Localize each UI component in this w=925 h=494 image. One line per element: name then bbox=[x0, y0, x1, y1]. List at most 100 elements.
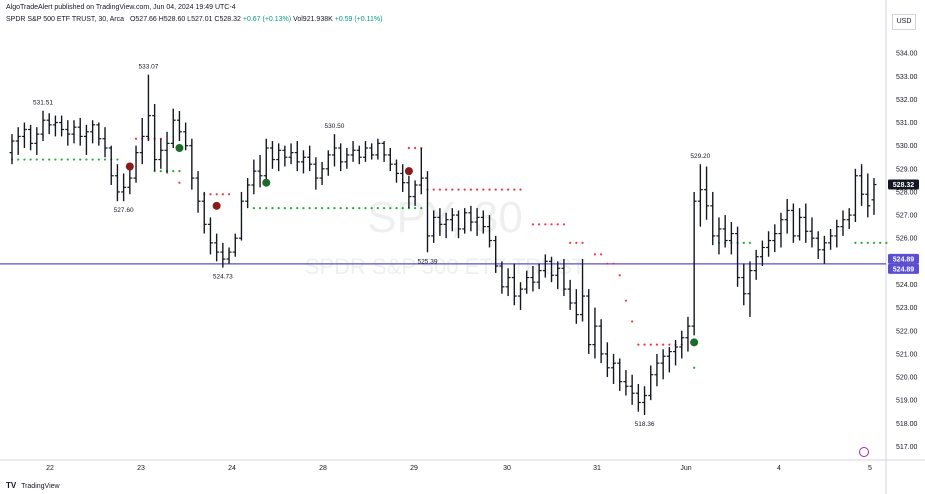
ohlc-bars bbox=[9, 74, 877, 415]
price-tick-label: 521.00 bbox=[896, 351, 918, 358]
resistance-dot bbox=[538, 223, 541, 226]
support-dot bbox=[860, 241, 863, 244]
ohlc-bar bbox=[338, 143, 344, 172]
currency-button[interactable]: USD bbox=[892, 14, 916, 30]
symbol-description[interactable]: SPDR S&P 500 ETF TRUST, 30, Arca bbox=[6, 16, 125, 23]
support-dot bbox=[320, 207, 324, 210]
resistance-dot bbox=[513, 188, 516, 191]
price-tick-label: 523.00 bbox=[896, 305, 918, 312]
support-dot bbox=[358, 207, 361, 210]
ohlc-bar bbox=[263, 138, 269, 181]
ohlc-bar bbox=[139, 117, 145, 165]
ohlc-bar bbox=[549, 256, 555, 283]
support-dot bbox=[376, 207, 379, 210]
sell-signal-marker bbox=[212, 201, 221, 210]
price-tag-label: 524.89 bbox=[893, 256, 915, 263]
support-dot bbox=[866, 241, 869, 244]
ohlc-bar bbox=[52, 115, 58, 137]
support-dot bbox=[178, 170, 181, 173]
ohlc-bar bbox=[474, 208, 480, 236]
support-dot bbox=[296, 207, 299, 210]
ohlc-bar bbox=[381, 141, 387, 162]
ohlc-bar bbox=[108, 145, 114, 186]
resistance-dot bbox=[600, 253, 603, 256]
resistance-dot bbox=[476, 188, 479, 191]
ohlc-bar bbox=[728, 222, 734, 255]
ohlc-bar bbox=[214, 233, 220, 262]
support-dot bbox=[85, 158, 88, 161]
ohlc-bar bbox=[294, 141, 300, 172]
support-dot bbox=[370, 207, 373, 210]
ohlc-bar bbox=[834, 219, 840, 248]
support-dot bbox=[327, 207, 330, 210]
ohlc-bar bbox=[121, 173, 127, 202]
price-annotations: 531.51 533.07 527.60 524.73 530.50 525.39 529.… bbox=[33, 64, 711, 428]
support-dot bbox=[314, 207, 317, 210]
resistance-dot bbox=[469, 188, 473, 191]
price-axis[interactable]: 517.00 518.00 519.00 520.00 521.00 522.00 523.… bbox=[896, 51, 918, 451]
ohlc-bar bbox=[673, 340, 679, 366]
ohlc-bar bbox=[604, 342, 610, 378]
ohlc-bar bbox=[431, 210, 437, 243]
price-annotation: 527.60 bbox=[114, 207, 134, 214]
ohlc-bar bbox=[679, 330, 685, 359]
price-change: +0.67 (+0.13%) bbox=[242, 16, 292, 23]
resistance-dot bbox=[215, 193, 218, 196]
ohlc-bar bbox=[276, 143, 282, 172]
ohlc-bar bbox=[480, 210, 486, 234]
resistance-dot bbox=[581, 241, 584, 244]
footer-brand[interactable]: TV TradingView bbox=[6, 481, 60, 490]
ohlc-bar bbox=[356, 145, 362, 165]
support-dot bbox=[116, 158, 119, 161]
ohlc-bar bbox=[567, 279, 573, 310]
price-tag-label: 524.89 bbox=[893, 266, 915, 273]
time-axis[interactable]: 22 23 24 28 29 30 31 Jun 4 5 bbox=[46, 465, 872, 472]
price-tag-bg bbox=[888, 263, 919, 274]
ohlc-bar bbox=[269, 141, 275, 169]
support-dot bbox=[35, 158, 38, 161]
volume-value: Vol921.938K bbox=[293, 16, 333, 23]
ohlc-bar bbox=[183, 122, 189, 151]
time-tick-label: 30 bbox=[503, 465, 511, 472]
price-tick-label: 528.00 bbox=[896, 189, 918, 196]
support-dot bbox=[420, 207, 423, 210]
axis-price-tag: 524.89 bbox=[888, 263, 919, 274]
ohlc-bar bbox=[623, 370, 629, 396]
ohlc-bar bbox=[71, 120, 77, 144]
time-tick-label: 31 bbox=[593, 465, 601, 472]
ohlc-bar bbox=[784, 198, 790, 234]
price-tick-label: 527.00 bbox=[896, 213, 918, 220]
ohlc-bar bbox=[710, 191, 716, 246]
ohlc-bar bbox=[307, 145, 313, 172]
ohlc-bar bbox=[96, 122, 102, 146]
resistance-dot bbox=[445, 188, 448, 191]
resistance-dot bbox=[556, 223, 559, 226]
chart-extras bbox=[859, 447, 869, 457]
resistance-dot bbox=[624, 299, 628, 302]
resistance-dot bbox=[643, 343, 646, 346]
price-annotation: 530.50 bbox=[325, 123, 345, 130]
ohlc-bar bbox=[536, 263, 542, 290]
ohlc-values: O527.66 H528.60 L527.01 C528.32 bbox=[129, 16, 241, 23]
ohlc-bar bbox=[828, 228, 834, 250]
ohlc-bar bbox=[350, 141, 356, 162]
support-dot bbox=[879, 241, 882, 244]
price-tick-label: 529.00 bbox=[896, 166, 918, 173]
support-dot bbox=[693, 366, 696, 369]
support-dot bbox=[17, 158, 20, 161]
support-dot bbox=[277, 207, 280, 210]
resistance-dot bbox=[544, 223, 547, 226]
price-tag-bg bbox=[888, 253, 919, 264]
support-dot bbox=[351, 207, 355, 210]
support-dot bbox=[885, 241, 888, 244]
resistance-dot bbox=[612, 262, 615, 265]
support-dot bbox=[345, 207, 348, 210]
ohlc-bar bbox=[685, 316, 691, 352]
ohlc-bar bbox=[617, 358, 623, 391]
ohlc-bar bbox=[722, 215, 728, 248]
ohlc-bar bbox=[493, 235, 499, 273]
ohlc-bar bbox=[251, 159, 257, 195]
price-tick-label: 522.00 bbox=[896, 328, 918, 335]
